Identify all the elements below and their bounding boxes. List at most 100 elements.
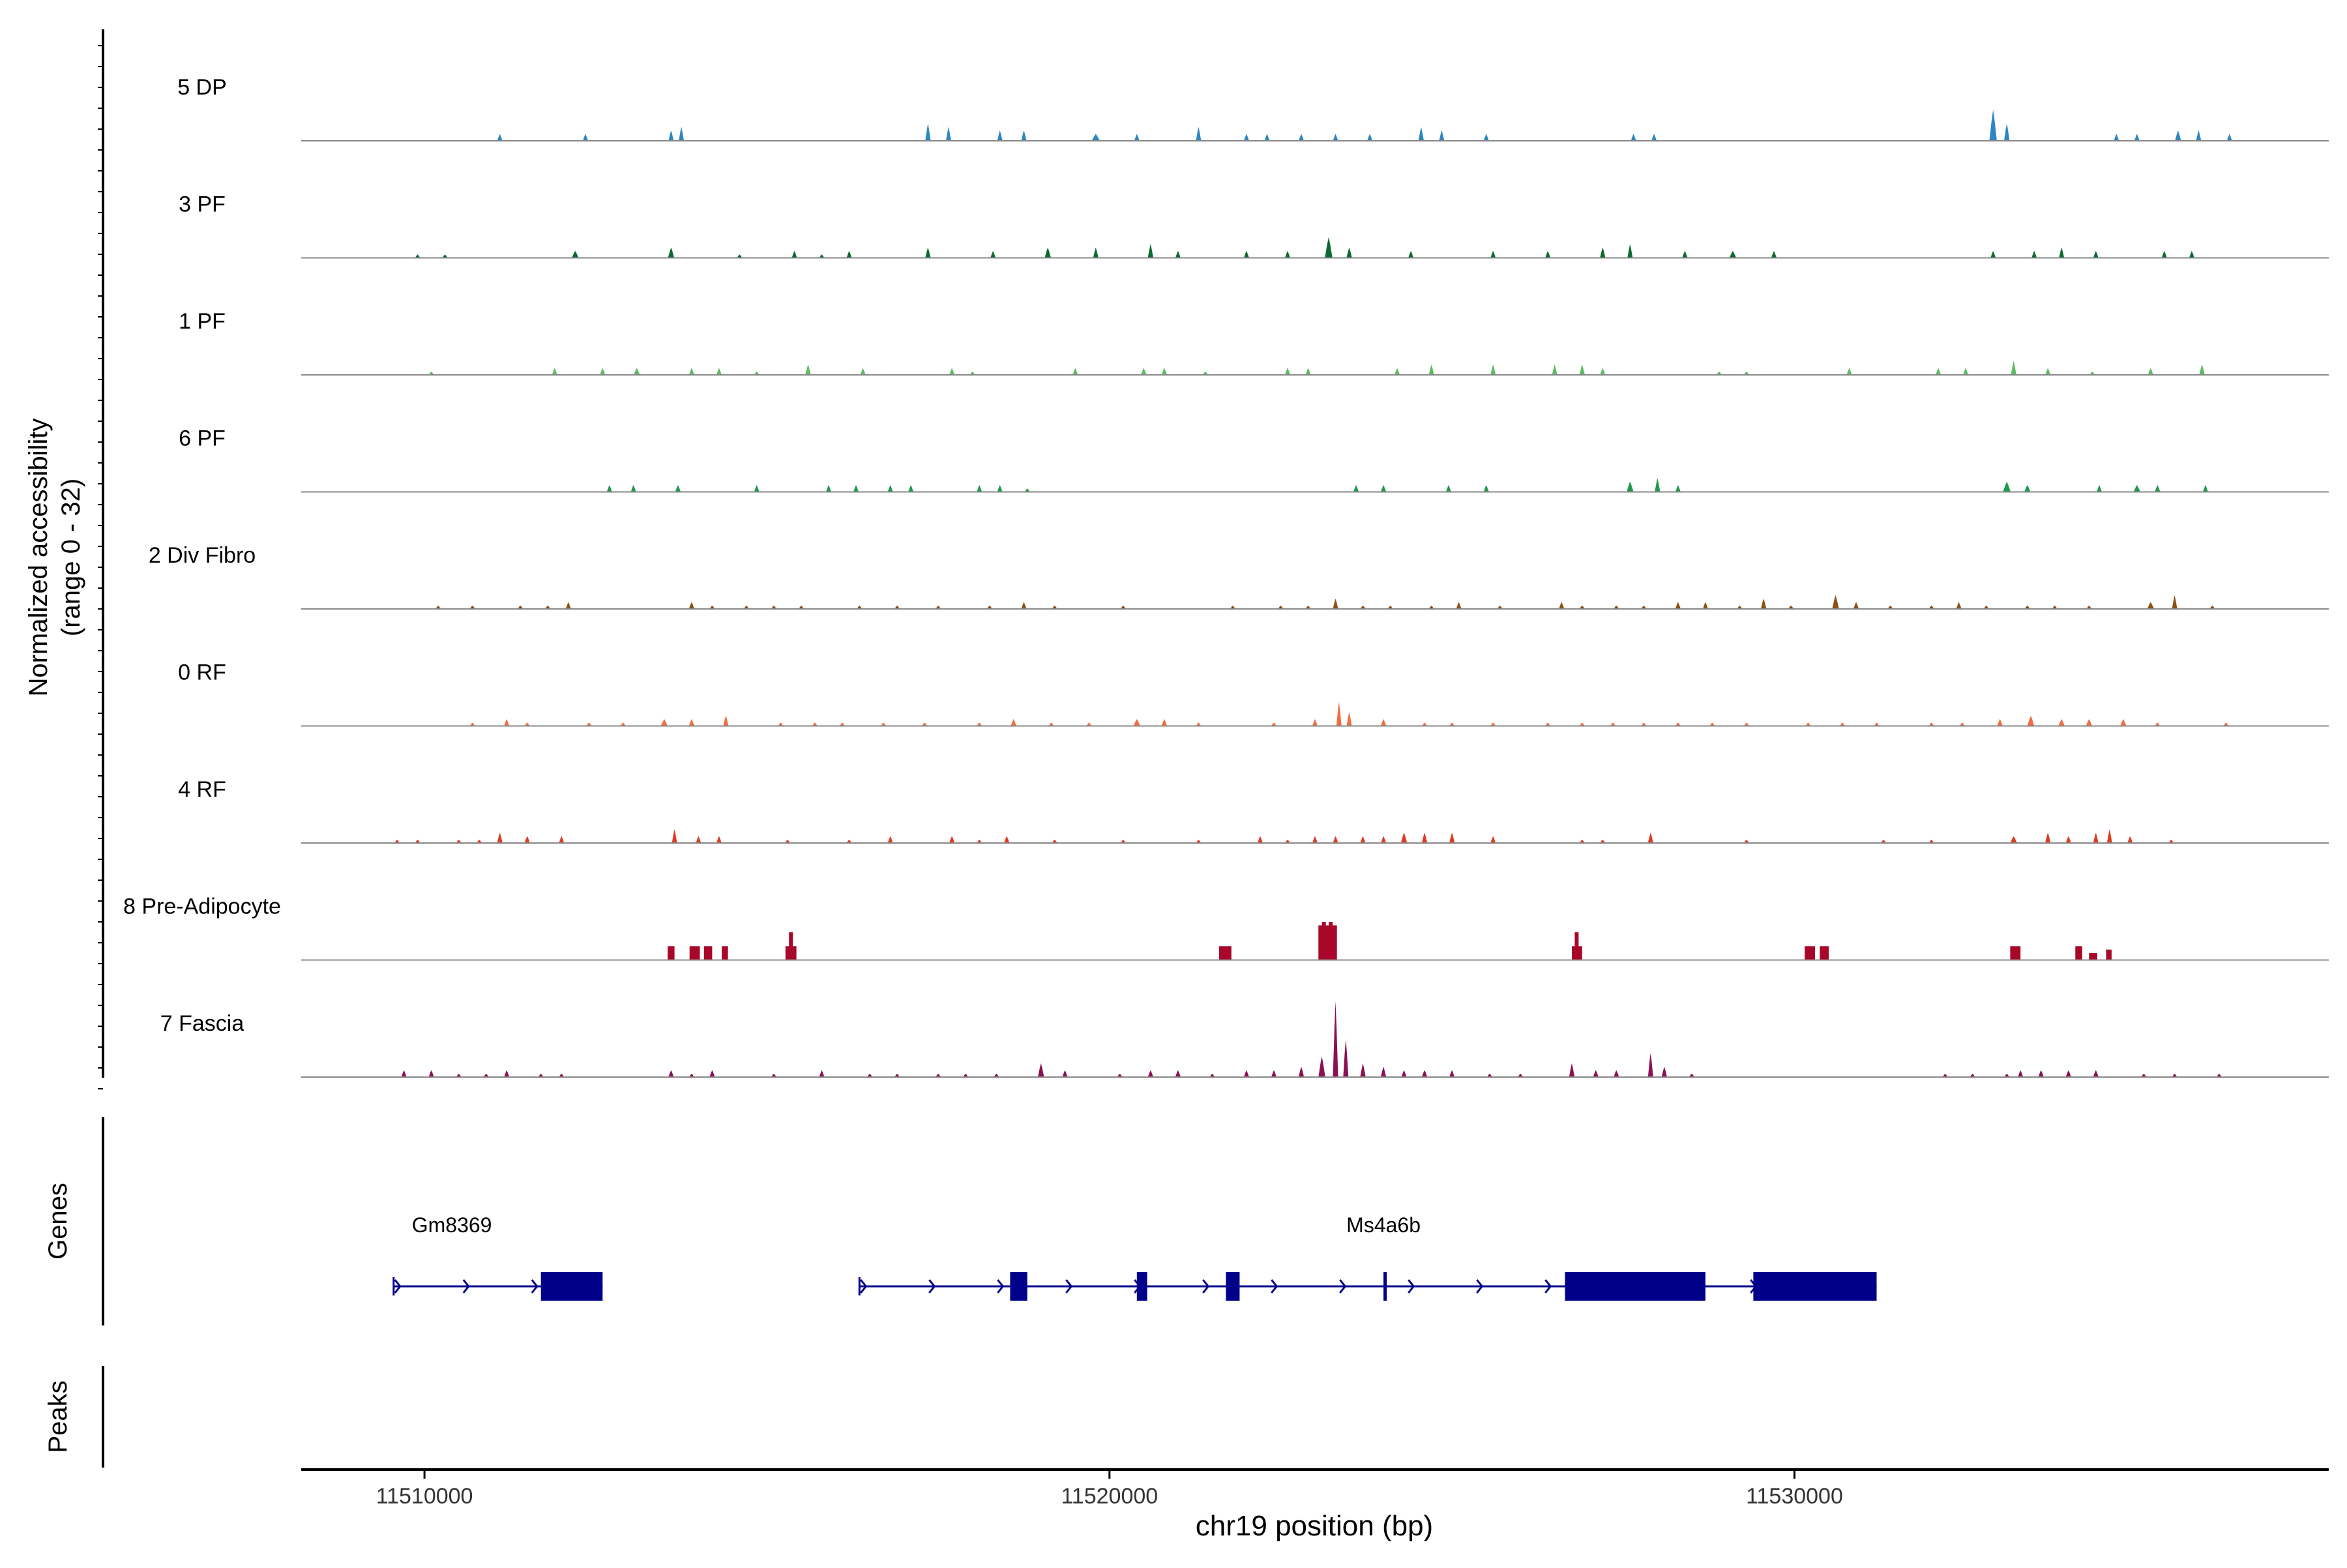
coverage-peak bbox=[2127, 836, 2133, 843]
coverage-peak bbox=[1989, 110, 1997, 141]
coverage-peak bbox=[504, 1070, 510, 1077]
coverage-peak bbox=[819, 1070, 825, 1077]
coverage-peak bbox=[1343, 1039, 1349, 1077]
coverage-peak bbox=[1942, 1073, 1948, 1077]
coverage-peak bbox=[1120, 839, 1126, 843]
coverage-peak bbox=[630, 484, 636, 492]
coverage-peak bbox=[2045, 833, 2051, 843]
coverage-peak bbox=[1997, 718, 2003, 726]
coverage-peak bbox=[2168, 839, 2174, 843]
coverage-peak bbox=[456, 1073, 462, 1077]
coverage-peak bbox=[2003, 481, 2011, 492]
x-axis: 11510000 11520000 11530000 chr19 position … bbox=[301, 1468, 2329, 1542]
coverage-peak bbox=[1408, 250, 1414, 258]
coverage-peak bbox=[559, 836, 565, 843]
track-label: 0 RF bbox=[178, 660, 226, 685]
coverage-peak bbox=[688, 602, 695, 609]
coverage-peak bbox=[997, 130, 1003, 141]
coverage-peak bbox=[771, 605, 776, 609]
coverage-peak bbox=[2114, 134, 2119, 141]
coverage-peak bbox=[1928, 839, 1934, 843]
genes-panel: Genes Gm8369 Ms4a6b bbox=[44, 1117, 1877, 1325]
coverage-peak bbox=[949, 368, 955, 375]
coverage-peak bbox=[2172, 1073, 2177, 1077]
coverage-peak bbox=[1243, 134, 1249, 141]
coverage-peak bbox=[908, 484, 914, 492]
coverage-peak bbox=[668, 1070, 674, 1077]
coverage-peak bbox=[1380, 1067, 1387, 1077]
coverage-peak bbox=[1483, 484, 1489, 492]
coverage-peak bbox=[2059, 247, 2065, 258]
coverage-peak bbox=[483, 1073, 489, 1077]
coverage-spike bbox=[1574, 932, 1579, 960]
coverage-peak bbox=[2089, 371, 2095, 375]
coverage-peak bbox=[2161, 250, 2167, 258]
coverage-peak bbox=[1490, 836, 1496, 843]
gene-exon bbox=[1136, 1272, 1147, 1301]
coverage-peak bbox=[1380, 718, 1387, 726]
gene-exon bbox=[1226, 1272, 1240, 1301]
gene-exon bbox=[1753, 1272, 1877, 1301]
coverage-peak bbox=[1552, 364, 1557, 375]
coverage-peak bbox=[1421, 1070, 1428, 1077]
coverage-peak bbox=[1832, 595, 1839, 609]
strand-arrow bbox=[1408, 1279, 1415, 1294]
coverage-peak bbox=[2120, 718, 2127, 726]
coverage-peak bbox=[1141, 368, 1147, 375]
coverage-peak bbox=[1449, 1070, 1455, 1077]
coverage-peak bbox=[2196, 130, 2202, 141]
coverage-peak bbox=[1298, 1067, 1305, 1077]
coverage-peak bbox=[1439, 130, 1445, 141]
genes-panel-label: Genes bbox=[44, 1183, 72, 1260]
gene-models: Gm8369 Ms4a6b bbox=[392, 1213, 1877, 1301]
coverage-peak bbox=[606, 484, 612, 492]
coverage-peak bbox=[709, 605, 715, 609]
coverage-peak bbox=[1729, 250, 1737, 258]
x-axis-title: chr19 position (bp) bbox=[1196, 1510, 1433, 1542]
coverage-peak bbox=[1021, 602, 1027, 609]
coverage-peak bbox=[688, 1073, 694, 1077]
coverage-block bbox=[689, 946, 700, 960]
coverage-peak bbox=[2065, 836, 2071, 843]
track-4-rf: 4 RF bbox=[178, 777, 2329, 844]
coverage-peak bbox=[1312, 718, 1318, 726]
coverage-peak bbox=[1367, 134, 1373, 141]
coverage-peak bbox=[1675, 722, 1681, 726]
coverage-peak bbox=[1518, 1073, 1524, 1077]
coverage-peak bbox=[1490, 722, 1496, 726]
coverage-peak bbox=[867, 1073, 873, 1077]
coverage-peak bbox=[1044, 247, 1051, 258]
coverage-peak bbox=[1147, 1070, 1153, 1077]
coverage-peak bbox=[1610, 722, 1616, 726]
coverage-peak bbox=[688, 368, 694, 375]
coverage-peak bbox=[442, 254, 448, 258]
coverage-block bbox=[1820, 946, 1829, 960]
coverage-peak bbox=[401, 1070, 407, 1077]
coverage-peak bbox=[415, 254, 421, 258]
coverage-peak bbox=[2175, 130, 2181, 141]
gene-gm8369: Gm8369 bbox=[392, 1213, 603, 1301]
track-7-fascia: 7 Fascia bbox=[160, 1001, 2329, 1078]
coverage-peak bbox=[456, 839, 462, 843]
coverage-peak bbox=[1346, 712, 1352, 726]
coverage-peak bbox=[660, 718, 668, 726]
coverage-peak bbox=[860, 368, 866, 375]
coverage-peak bbox=[2027, 715, 2035, 726]
strand-arrow bbox=[1271, 1279, 1278, 1294]
coverage-peak bbox=[1346, 247, 1352, 258]
strand-arrow bbox=[997, 1279, 1005, 1294]
coverage-peak bbox=[805, 364, 811, 375]
coverage-peak bbox=[1651, 134, 1657, 141]
coverage-peak bbox=[1788, 605, 1794, 609]
coverage-peak bbox=[963, 1073, 969, 1077]
coverage-peak bbox=[538, 1073, 544, 1077]
strand-arrow bbox=[860, 1279, 868, 1294]
coverage-peak bbox=[754, 484, 760, 492]
track-8-pre-adipocyte: 8 Pre-Adipocyte bbox=[123, 895, 2329, 961]
accessibility-axis bbox=[98, 29, 104, 1089]
track-1-pf: 1 PF bbox=[179, 309, 2329, 376]
coverage-peak bbox=[1579, 364, 1585, 375]
coverage-peak bbox=[997, 484, 1003, 492]
coverage-peak bbox=[1333, 599, 1338, 609]
coverage-peak bbox=[1380, 484, 1387, 492]
